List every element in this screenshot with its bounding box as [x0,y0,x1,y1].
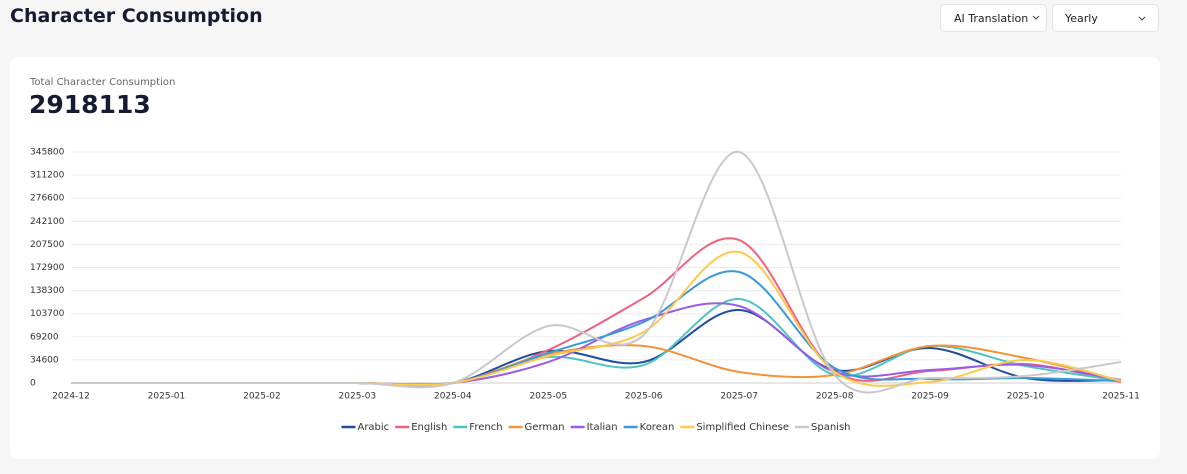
chart-card: Total Character Consumption 2918113 [10,57,1160,459]
series-line [71,150,1122,394]
x-tick-label: 2024-12 [52,392,90,402]
x-tick-label: 2025-03 [339,392,377,402]
x-tick-label: 2025-02 [243,392,281,402]
legend-label: French [469,422,502,433]
legend-label: English [411,422,447,433]
x-tick-label: 2025-09 [911,392,949,402]
y-tick-label: 276600 [30,194,65,204]
chevron [1032,15,1040,20]
legend-label: German [525,422,565,433]
page-title: Character Consumption [10,5,263,27]
legend-label: Korean [640,422,675,433]
series-line [71,298,1122,386]
legend: Arabic English French German Italian Korean Si… [341,422,851,433]
y-tick-label: 207500 [30,240,65,250]
x-tick-label: 2025-08 [816,392,854,402]
chevron [1138,16,1146,21]
x-tick-label: 2025-05 [529,392,567,402]
translation-filter[interactable]: AI Translation [940,4,1047,32]
x-tick-label: 2025-10 [1007,392,1045,402]
y-tick-label: 138300 [30,286,65,296]
legend-label: Spanish [811,422,851,433]
y-tick-label: 345800 [30,148,65,158]
y-tick-label: 103700 [30,309,65,319]
y-tick-label: 172900 [30,263,65,273]
series-line [71,302,1122,386]
legend-label: Italian [587,422,618,433]
period-filter[interactable]: Yearly [1052,4,1159,32]
total-value: 2918113 [29,90,151,119]
x-tick-label: 2025-01 [148,392,186,402]
y-tick-label: 242100 [30,217,65,227]
y-tick-label: 69200 [30,332,59,342]
series-line [71,250,1122,387]
x-tick-label: 2025-11 [1102,392,1140,402]
x-tick-label: 2025-07 [720,392,758,402]
total-label: Total Character Consumption [30,77,176,88]
y-tick-label: 0 [30,379,36,389]
legend-label: Simplified Chinese [696,422,789,433]
x-tick-label: 2025-04 [434,392,472,402]
filter-label: Yearly [1065,11,1098,25]
y-tick-label: 311200 [30,171,65,181]
x-tick-label: 2025-06 [625,392,663,402]
legend-label: Arabic [357,422,389,433]
y-tick-label: 34600 [30,355,59,365]
filter-label: AI Translation [954,11,1029,25]
